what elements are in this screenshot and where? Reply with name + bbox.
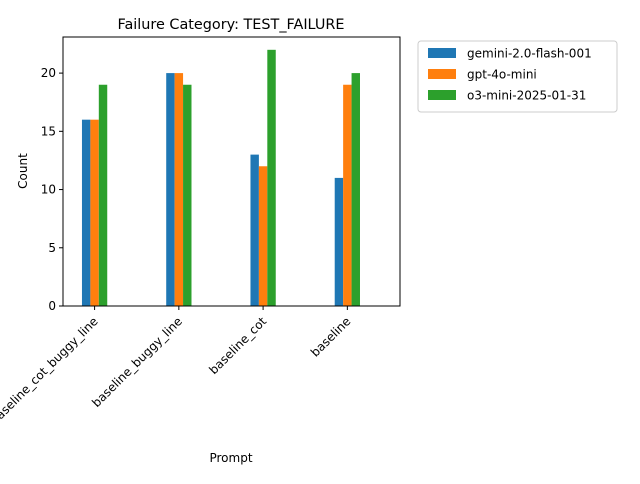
bar-baseline_cot-gpt-4o-mini — [258, 166, 268, 306]
y-tick-label: 10 — [41, 183, 56, 197]
y-tick-label: 0 — [48, 299, 56, 313]
plot-frame — [62, 36, 401, 307]
x-tick-label: baseline_cot_buggy_line — [0, 314, 101, 427]
plot-area — [81, 49, 360, 307]
bar-baseline-gpt-4o-mini — [343, 84, 352, 307]
x-tick-label: baseline — [308, 314, 353, 359]
x-axis-label: Prompt — [209, 451, 252, 465]
bar-baseline-gemini-2.0-flash-001 — [334, 177, 344, 306]
legend-entry-label: o3-mini-2025-01-31 — [467, 89, 586, 103]
bar-baseline_buggy_line-gemini-2.0-flash-001 — [166, 73, 175, 306]
x-tick-label: baseline_cot — [206, 314, 269, 377]
x-tick-label: baseline_buggy_line — [89, 314, 185, 410]
y-axis: 0 5 10 15 20 — [41, 66, 63, 313]
bar-baseline_cot_buggy_line-gemini-2.0-flash-001 — [81, 119, 91, 307]
legend-frame — [417, 40, 618, 113]
bar-baseline_cot_buggy_line-gpt-4o-mini — [90, 119, 99, 307]
y-tick-label: 15 — [41, 124, 56, 138]
bar-baseline_buggy_line-gpt-4o-mini — [174, 73, 184, 306]
y-tick-label: 20 — [41, 66, 56, 80]
legend-swatch — [428, 90, 456, 100]
y-axis-label: Count — [16, 153, 30, 189]
chart-title: Failure Category: TEST_FAILURE — [117, 17, 344, 33]
legend: gemini-2.0-flash-001 gpt-4o-mini o3-mini-2… — [417, 40, 618, 113]
bar-baseline_buggy_line-o3-mini-2025-01-31 — [183, 84, 192, 307]
legend-swatch — [428, 69, 456, 79]
legend-swatch — [428, 48, 456, 58]
bar-baseline_cot_buggy_line-o3-mini-2025-01-31 — [98, 84, 108, 307]
x-axis: baseline_cot_buggy_linebaseline_buggy_li… — [0, 306, 353, 427]
legend-entry-label: gemini-2.0-flash-001 — [467, 47, 592, 61]
y-tick-label: 5 — [48, 241, 56, 255]
legend-entry-label: gpt-4o-mini — [467, 68, 537, 82]
bar-baseline_cot-o3-mini-2025-01-31 — [267, 49, 276, 307]
bar-baseline-o3-mini-2025-01-31 — [351, 73, 360, 306]
bar-baseline_cot-gemini-2.0-flash-001 — [250, 154, 259, 306]
